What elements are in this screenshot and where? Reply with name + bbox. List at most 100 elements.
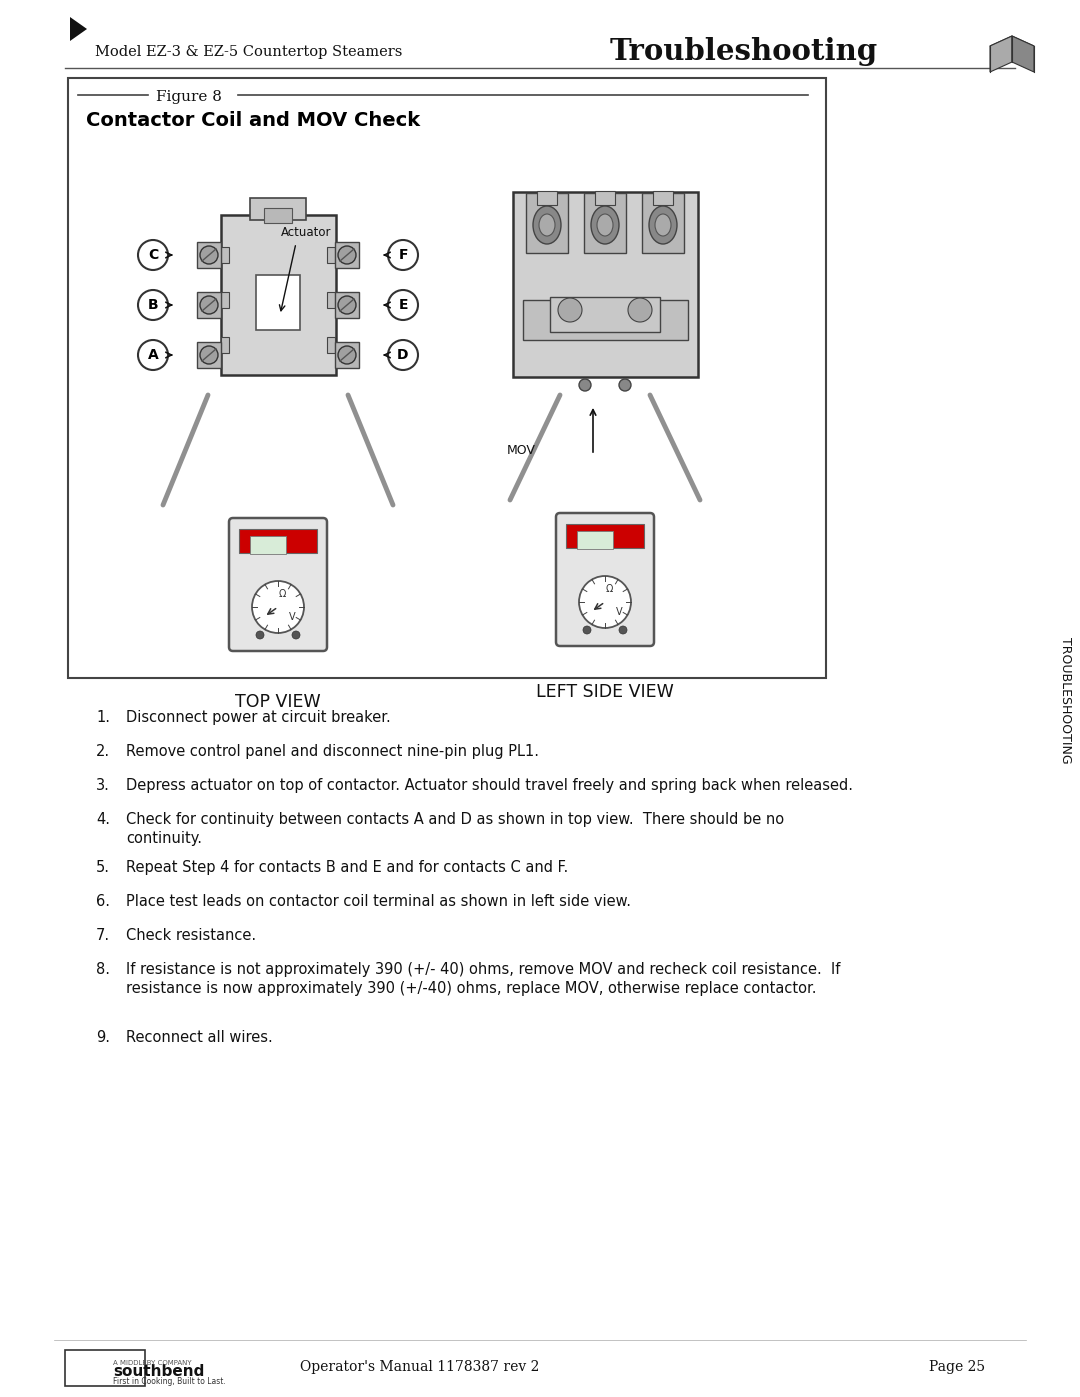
Circle shape	[619, 626, 627, 634]
Text: resistance is now approximately 390 (+/-40) ohms, replace MOV, otherwise replace: resistance is now approximately 390 (+/-…	[126, 981, 816, 996]
Bar	[335, 242, 359, 268]
Ellipse shape	[591, 205, 619, 244]
Bar	[327, 337, 335, 353]
Circle shape	[292, 631, 300, 638]
Bar	[197, 292, 221, 319]
Polygon shape	[990, 36, 1012, 73]
Text: Contactor Coil and MOV Check: Contactor Coil and MOV Check	[86, 110, 420, 130]
Bar	[221, 337, 229, 353]
Bar	[249, 536, 286, 555]
Text: 4.: 4.	[96, 812, 110, 827]
Text: B: B	[148, 298, 159, 312]
Bar	[335, 342, 359, 367]
Text: Repeat Step 4 for contacts B and E and for contacts C and F.: Repeat Step 4 for contacts B and E and f…	[126, 861, 568, 875]
Circle shape	[338, 346, 356, 365]
Circle shape	[138, 240, 168, 270]
Ellipse shape	[597, 214, 613, 236]
Bar	[584, 193, 626, 253]
Text: A: A	[148, 348, 159, 362]
Text: A MIDDLEBY COMPANY: A MIDDLEBY COMPANY	[113, 1361, 191, 1366]
Text: V: V	[616, 608, 622, 617]
Text: MOV: MOV	[507, 443, 536, 457]
Circle shape	[583, 626, 591, 634]
Polygon shape	[990, 36, 1034, 56]
Circle shape	[338, 246, 356, 264]
Text: V: V	[288, 612, 295, 622]
Ellipse shape	[534, 205, 561, 244]
Bar	[239, 529, 318, 553]
Circle shape	[579, 576, 631, 629]
Bar	[197, 342, 221, 367]
Circle shape	[200, 296, 218, 314]
Bar	[550, 298, 660, 332]
Ellipse shape	[649, 205, 677, 244]
Bar	[642, 193, 684, 253]
Bar	[595, 191, 615, 205]
Bar	[256, 275, 300, 330]
Text: If resistance is not approximately 390 (+/- 40) ohms, remove MOV and recheck coi: If resistance is not approximately 390 (…	[126, 963, 840, 977]
Text: 6.: 6.	[96, 894, 110, 909]
Text: Check for continuity between contacts A and D as shown in top view.  There shoul: Check for continuity between contacts A …	[126, 812, 784, 827]
Circle shape	[619, 379, 631, 391]
Text: Ω: Ω	[605, 584, 612, 594]
Bar	[249, 198, 306, 219]
Bar	[577, 531, 613, 549]
Circle shape	[388, 240, 418, 270]
Text: E: E	[399, 298, 408, 312]
FancyBboxPatch shape	[229, 518, 327, 651]
Text: continuity.: continuity.	[126, 831, 202, 847]
Bar	[335, 292, 359, 319]
Text: 7.: 7.	[96, 928, 110, 943]
Text: C: C	[148, 249, 158, 263]
Circle shape	[338, 296, 356, 314]
Bar	[327, 292, 335, 307]
Text: Troubleshooting: Troubleshooting	[610, 38, 878, 67]
Text: Figure 8: Figure 8	[156, 89, 221, 103]
Text: Page 25: Page 25	[929, 1361, 985, 1375]
Text: LEFT SIDE VIEW: LEFT SIDE VIEW	[536, 683, 674, 701]
Bar	[65, 1350, 145, 1386]
Text: TROUBLESHOOTING: TROUBLESHOOTING	[1058, 637, 1071, 763]
Text: D: D	[397, 348, 408, 362]
Bar	[537, 191, 557, 205]
Circle shape	[138, 291, 168, 320]
Bar	[513, 191, 698, 377]
Circle shape	[558, 298, 582, 321]
Text: 5.: 5.	[96, 861, 110, 875]
Circle shape	[200, 246, 218, 264]
Bar	[653, 191, 673, 205]
Text: Ω: Ω	[279, 590, 286, 599]
Circle shape	[200, 346, 218, 365]
Circle shape	[579, 379, 591, 391]
Text: 3.: 3.	[96, 778, 110, 793]
Bar	[68, 78, 826, 678]
Text: Depress actuator on top of contactor. Actuator should travel freely and spring b: Depress actuator on top of contactor. Ac…	[126, 778, 853, 793]
Circle shape	[256, 631, 264, 638]
Circle shape	[252, 581, 303, 633]
Text: 2.: 2.	[96, 745, 110, 759]
Text: Remove control panel and disconnect nine-pin plug PL1.: Remove control panel and disconnect nine…	[126, 745, 539, 759]
Text: Disconnect power at circuit breaker.: Disconnect power at circuit breaker.	[126, 710, 391, 725]
FancyBboxPatch shape	[556, 513, 654, 645]
Text: TOP VIEW: TOP VIEW	[235, 693, 321, 711]
Text: Reconnect all wires.: Reconnect all wires.	[126, 1030, 273, 1045]
Ellipse shape	[539, 214, 555, 236]
Ellipse shape	[654, 214, 671, 236]
Text: Actuator: Actuator	[281, 226, 332, 239]
Bar	[566, 524, 644, 548]
Text: Operator's Manual 1178387 rev 2: Operator's Manual 1178387 rev 2	[300, 1361, 539, 1375]
Bar	[221, 292, 229, 307]
Text: 9.: 9.	[96, 1030, 110, 1045]
Text: southbend: southbend	[113, 1365, 204, 1379]
Text: Place test leads on contactor coil terminal as shown in left side view.: Place test leads on contactor coil termi…	[126, 894, 631, 909]
Text: Check resistance.: Check resistance.	[126, 928, 256, 943]
Circle shape	[388, 339, 418, 370]
Bar	[221, 215, 336, 374]
Circle shape	[388, 291, 418, 320]
Text: 8.: 8.	[96, 963, 110, 977]
Circle shape	[627, 298, 652, 321]
Circle shape	[138, 339, 168, 370]
Text: 1.: 1.	[96, 710, 110, 725]
Text: Model EZ-3 & EZ-5 Countertop Steamers: Model EZ-3 & EZ-5 Countertop Steamers	[95, 45, 403, 59]
Bar	[197, 242, 221, 268]
